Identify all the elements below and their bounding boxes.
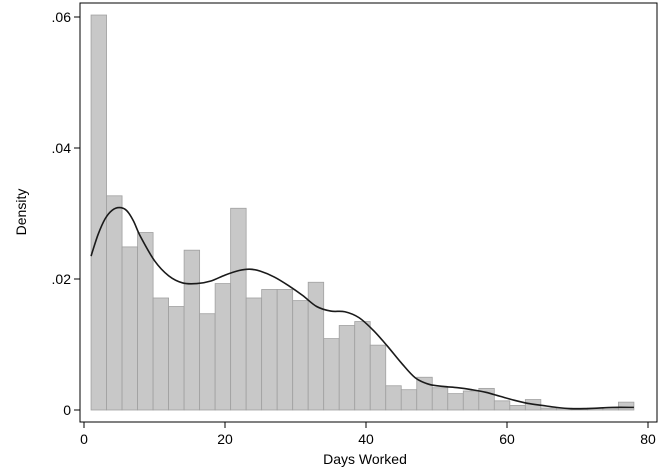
histogram-bars <box>90 14 635 411</box>
histogram-bar <box>292 300 309 411</box>
histogram-bar <box>509 405 526 411</box>
y-axis: 0 .02 .04 .06 <box>52 9 80 418</box>
histogram-bar <box>152 297 169 411</box>
histogram-bar <box>230 207 247 411</box>
y-tick-label: .02 <box>52 271 72 287</box>
histogram-bar <box>183 249 201 411</box>
histogram-bar <box>369 344 387 411</box>
histogram-bar <box>90 14 107 411</box>
histogram-bar <box>493 400 511 411</box>
histogram-bar <box>617 401 635 411</box>
x-axis: 0 20 40 60 80 <box>80 422 656 447</box>
histogram-bar <box>199 313 216 411</box>
histogram-bar <box>261 289 278 411</box>
histogram-bar <box>276 289 294 411</box>
histogram-bar <box>121 246 138 411</box>
histogram-bar <box>338 325 356 411</box>
x-tick-label: 40 <box>358 431 374 447</box>
y-tick-label: 0 <box>63 402 71 418</box>
histogram-bar <box>168 306 185 411</box>
histogram-bar <box>540 407 557 411</box>
histogram-bar <box>245 297 263 411</box>
x-axis-title: Days Worked <box>323 451 407 467</box>
histogram-bar <box>462 390 480 411</box>
histogram-bar <box>400 389 418 411</box>
y-tick-label: .06 <box>52 9 72 25</box>
x-tick-label: 80 <box>640 431 656 447</box>
histogram-bar <box>137 232 154 411</box>
histogram-bar <box>385 385 402 411</box>
histogram-bar <box>106 195 123 411</box>
density-curve <box>90 206 634 410</box>
x-tick-label: 0 <box>80 431 88 447</box>
histogram-bar <box>214 283 232 411</box>
y-axis-title: Density <box>13 189 29 236</box>
histogram-bar <box>447 393 464 411</box>
histogram-bar <box>323 338 340 411</box>
histogram-bar <box>431 387 449 411</box>
x-tick-label: 20 <box>217 431 233 447</box>
x-tick-label: 60 <box>499 431 515 447</box>
y-tick-label: .04 <box>52 140 72 156</box>
histogram-bar <box>354 321 371 411</box>
density-curve-group <box>90 206 634 410</box>
